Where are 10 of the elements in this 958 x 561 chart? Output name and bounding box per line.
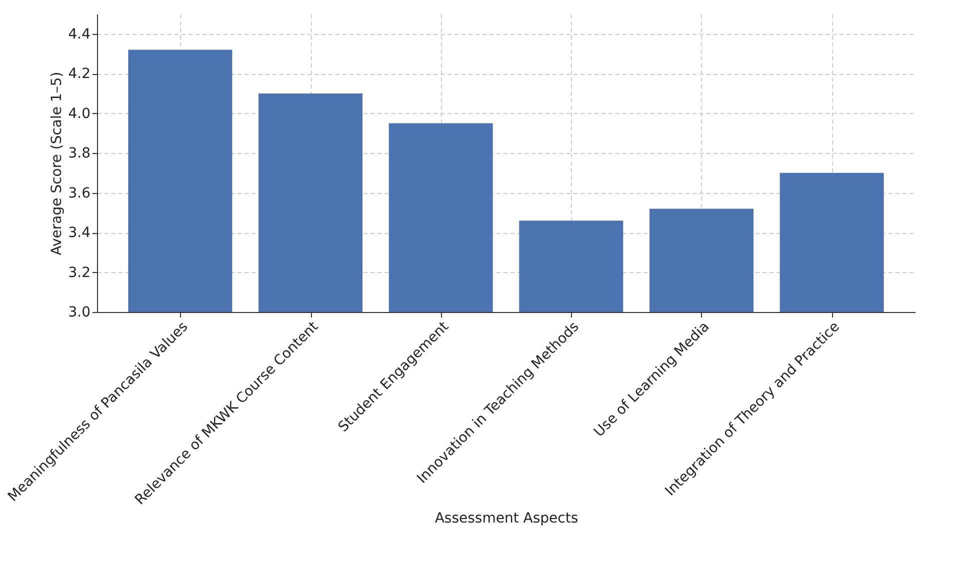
y-tick-label: 4.0 xyxy=(68,106,90,122)
y-tick-label: 3.6 xyxy=(68,185,91,202)
y-tick-label: 3.4 xyxy=(68,225,91,242)
y-tick-label: 3.0 xyxy=(68,304,90,320)
y-tick-label: 4.4 xyxy=(68,26,91,42)
x-axis-title: Assessment Aspects xyxy=(434,510,578,527)
y-axis-title: Average Score (Scale 1–5) xyxy=(49,72,66,256)
y-tick-label: 3.2 xyxy=(68,264,90,281)
y-tick-label: 3.8 xyxy=(68,146,90,162)
y-tick-label: 4.2 xyxy=(68,66,90,82)
